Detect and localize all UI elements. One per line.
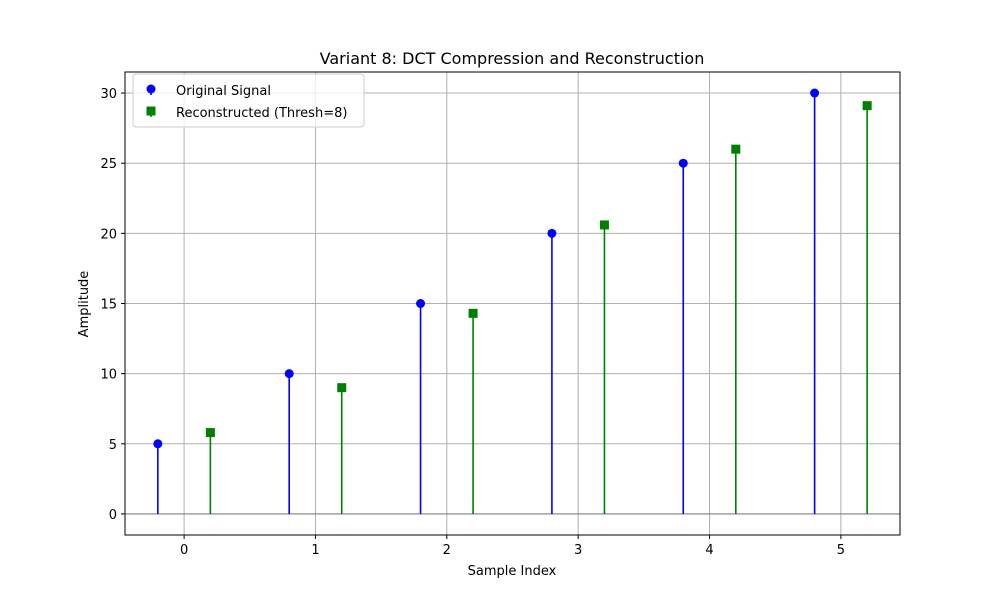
x-tick-label: 0 — [180, 543, 188, 558]
stem-marker-original — [547, 228, 557, 238]
ticks-layer: 0 1 2 3 4 5 0 5 10 15 20 25 30 — [100, 87, 845, 558]
x-tick-label: 1 — [311, 543, 319, 558]
stem-marker-original — [678, 158, 688, 168]
x-tick-label: 4 — [705, 543, 713, 558]
stem-marker-reconstructed — [205, 428, 215, 438]
stem-marker-original — [416, 299, 426, 308]
legend-label-reconstructed: Reconstructed (Thresh=8) — [176, 106, 347, 121]
x-tick-label: 2 — [443, 543, 451, 558]
stem-marker-reconstructed — [862, 101, 872, 111]
stem-marker-reconstructed — [599, 220, 609, 230]
legend-marker-reconstructed — [146, 106, 156, 116]
x-axis-label: Sample Index — [468, 564, 557, 579]
x-tick-label: 5 — [837, 543, 845, 558]
stem-marker-original — [284, 369, 294, 379]
legend-label-original: Original Signal — [176, 84, 271, 99]
legend-markers — [146, 84, 156, 117]
stem-marker-reconstructed — [337, 383, 347, 393]
stem-marker-reconstructed — [468, 308, 478, 318]
y-tick-label: 20 — [100, 227, 117, 242]
legend-marker-original — [146, 84, 156, 94]
legend: Original Signal Reconstructed (Thresh=8) — [132, 73, 365, 128]
stem-marker-original — [153, 439, 163, 449]
y-tick-label: 25 — [100, 157, 117, 172]
y-tick-label: 5 — [109, 438, 117, 453]
stem-marker-reconstructed — [731, 144, 741, 154]
y-tick-label: 0 — [109, 508, 117, 523]
legend-box — [132, 73, 365, 128]
y-tick-label: 15 — [100, 298, 117, 313]
chart-title: Variant 8: DCT Compression and Reconstru… — [320, 49, 705, 68]
stems-layer — [153, 88, 872, 514]
x-tick-label: 3 — [574, 543, 582, 558]
y-tick-label: 30 — [100, 87, 117, 102]
y-axis-label: Amplitude — [77, 271, 92, 338]
stem-marker-original — [810, 88, 820, 98]
y-tick-label: 10 — [100, 368, 117, 383]
